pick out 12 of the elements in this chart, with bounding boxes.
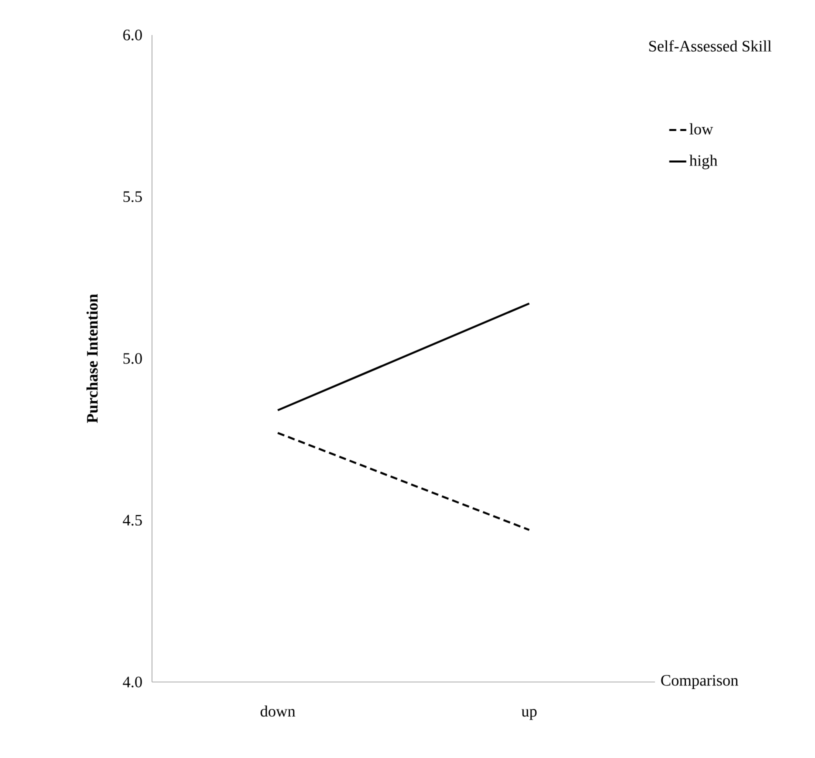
legend-title: Self-Assessed Skill: [649, 40, 772, 52]
y-axis-title: Purchase Intention: [86, 294, 98, 423]
y-tick-label: 5.0: [123, 353, 142, 364]
y-tick-label: 4.5: [122, 514, 142, 526]
y-tick-label: 4.0: [122, 676, 142, 688]
x-axis-title: Comparison: [661, 675, 738, 689]
y-tick-label: 5.5: [123, 191, 142, 202]
legend-label: high: [689, 154, 718, 170]
x-tick-label: down: [260, 705, 296, 717]
x-tick-label: up: [521, 708, 537, 720]
legend-label: low: [690, 123, 714, 135]
y-tick-label: 6.0: [123, 30, 142, 40]
